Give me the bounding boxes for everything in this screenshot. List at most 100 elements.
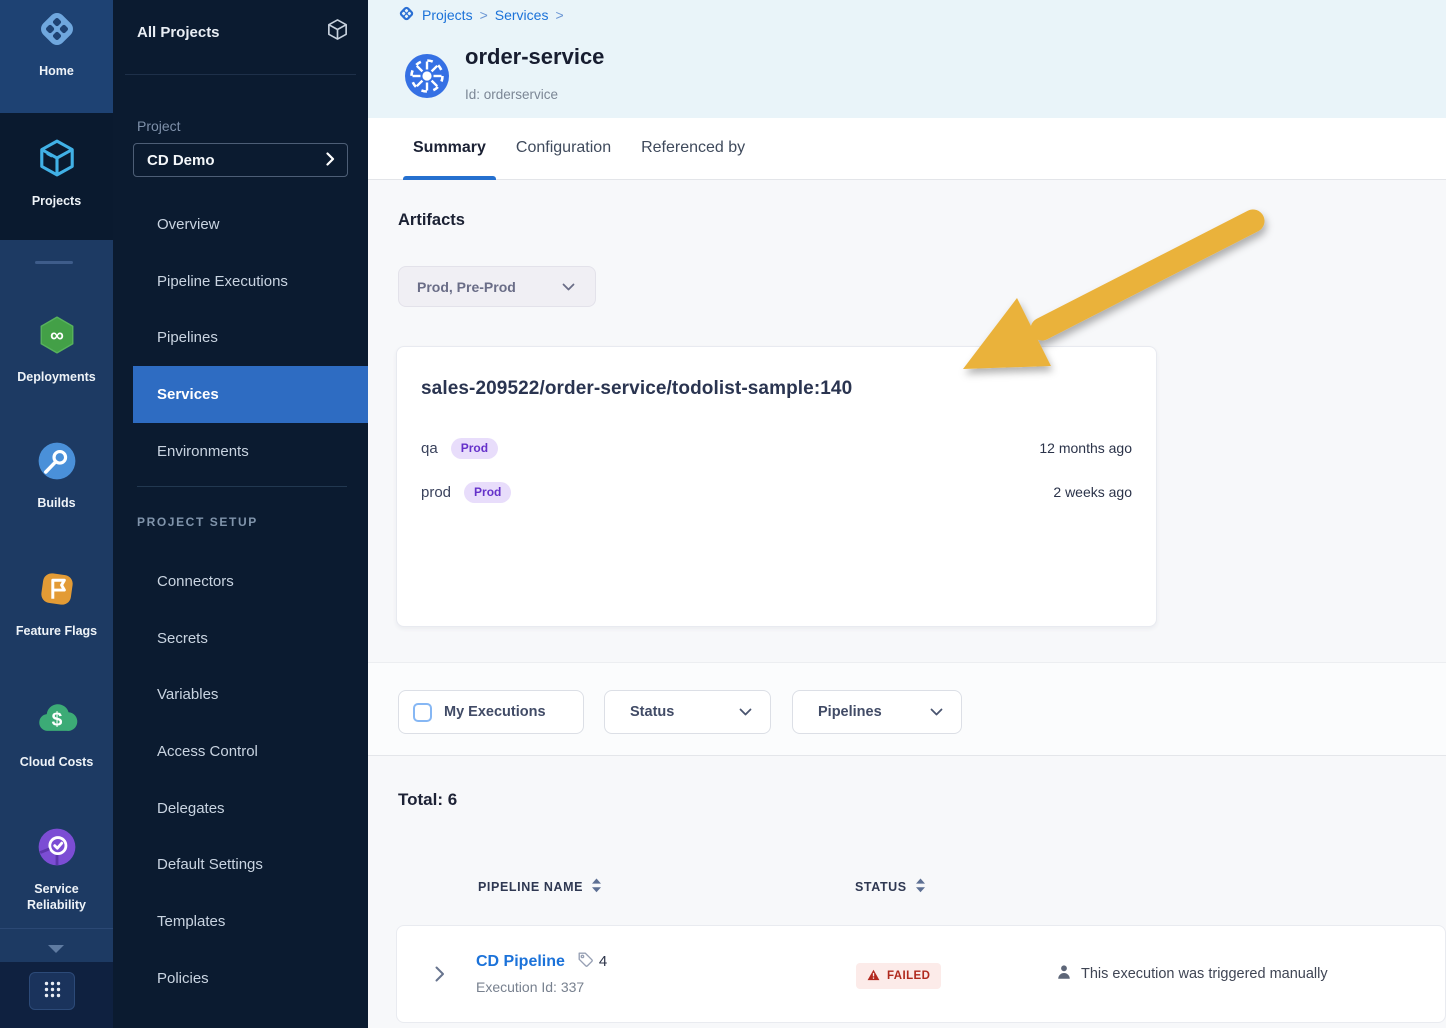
chevron-down-icon: [562, 279, 575, 294]
artifact-card: sales-209522/order-service/todolist-samp…: [396, 346, 1157, 627]
sidebar-item-policies[interactable]: Policies: [157, 969, 209, 987]
env-filter-dropdown[interactable]: Prod, Pre-Prod: [398, 266, 596, 307]
tabs-bar: Summary Configuration Referenced by: [368, 118, 1446, 180]
status-filter-dropdown[interactable]: Status: [604, 690, 771, 734]
page-title: order-service: [465, 44, 605, 69]
sidebar-item-pipelines[interactable]: Pipelines: [157, 329, 218, 347]
sidebar-item-templates[interactable]: Templates: [157, 912, 226, 930]
main-content: Projects > Services > or: [368, 0, 1446, 1028]
sidebar-item-connectors[interactable]: Connectors: [157, 572, 234, 590]
execution-id: Execution Id: 337: [476, 979, 585, 995]
rail-item-projects[interactable]: Projects: [0, 136, 113, 209]
module-grid-button[interactable]: [29, 972, 75, 1010]
sidebar-item-access-control[interactable]: Access Control: [157, 742, 258, 760]
harness-breadcrumb-icon: [398, 5, 415, 25]
sort-icon[interactable]: [915, 878, 926, 896]
sidebar-item-services[interactable]: Services: [133, 366, 368, 423]
column-header-status[interactable]: STATUS: [855, 878, 926, 896]
module-rail: Home Projects ∞ Deployments: [0, 0, 113, 1028]
project-selector[interactable]: CD Demo: [133, 143, 348, 177]
tab-summary[interactable]: Summary: [403, 118, 496, 180]
status-badge: FAILED: [856, 963, 942, 989]
rail-item-feature-flags[interactable]: Feature Flags: [0, 568, 113, 639]
env-name: qa: [421, 439, 438, 457]
breadcrumb: Projects > Services >: [398, 5, 564, 25]
rail-divider-dash: [35, 261, 73, 264]
service-id: Id: orderservice: [465, 87, 559, 102]
builds-icon: [36, 440, 78, 487]
rail-bottom-divider: [0, 928, 113, 929]
kubernetes-icon: [404, 53, 450, 104]
artifacts-heading: Artifacts: [398, 211, 465, 229]
chevron-down-icon: [739, 704, 752, 720]
rail-item-home[interactable]: Home: [0, 8, 113, 79]
project-setup-heading: PROJECT SETUP: [137, 515, 258, 529]
artifact-row: qa Prod 12 months ago: [421, 435, 1132, 461]
sidebar-item-delegates[interactable]: Delegates: [157, 799, 225, 817]
sidebar-item-environments[interactable]: Environments: [157, 442, 249, 460]
sidebar-header: All Projects: [137, 17, 350, 47]
rail-item-service-reliability[interactable]: Service Reliability: [0, 826, 113, 913]
total-count: Total: 6: [398, 790, 458, 809]
project-setup-nav: Connectors Secrets Variables Access Cont…: [113, 553, 368, 1028]
service-header-band: Projects > Services > or: [368, 0, 1446, 118]
sidebar-divider: [125, 74, 356, 75]
rail-item-builds[interactable]: Builds: [0, 440, 113, 511]
pipeline-link[interactable]: CD Pipeline: [476, 952, 565, 970]
my-executions-toggle[interactable]: My Executions: [398, 690, 584, 734]
execution-row[interactable]: CD Pipeline 4 Execution Id: 337: [396, 925, 1446, 1023]
project-label: Project: [137, 118, 181, 134]
column-header-pipeline-name[interactable]: PIPELINE NAME: [478, 878, 602, 896]
all-projects-label[interactable]: All Projects: [137, 23, 220, 41]
cube-outline-icon[interactable]: [325, 17, 350, 47]
tag-count: 4: [577, 951, 607, 972]
cube-icon: [35, 136, 79, 185]
rail-item-cloud-costs[interactable]: $ Cloud Costs: [0, 697, 113, 770]
user-icon: [1056, 964, 1072, 984]
sidebar-item-pipeline-executions[interactable]: Pipeline Executions: [157, 272, 288, 290]
expand-chevron-icon[interactable]: [435, 966, 445, 987]
sidebar-divider: [137, 486, 347, 487]
artifact-title: sales-209522/order-service/todolist-samp…: [421, 378, 853, 399]
sort-icon[interactable]: [591, 878, 602, 896]
chevron-right-icon: [326, 151, 335, 169]
artifact-time: 12 months ago: [1039, 440, 1132, 456]
sidebar-item-variables[interactable]: Variables: [157, 686, 219, 704]
tab-referenced-by[interactable]: Referenced by: [641, 139, 746, 156]
tag-icon: [577, 951, 594, 972]
breadcrumb-services[interactable]: Services: [494, 7, 549, 23]
sidebar-nav: Overview Pipeline Executions Pipelines S…: [113, 196, 368, 479]
service-reliability-icon: [36, 826, 78, 873]
my-executions-checkbox[interactable]: [413, 702, 432, 722]
pipelines-filter-dropdown[interactable]: Pipelines: [792, 690, 962, 734]
chevron-down-icon[interactable]: [47, 941, 65, 959]
breadcrumb-projects[interactable]: Projects: [422, 7, 473, 23]
sidebar-item-default-settings[interactable]: Default Settings: [157, 856, 263, 874]
grid-icon: [43, 980, 62, 1002]
svg-text:$: $: [51, 710, 62, 731]
harness-home-icon: [36, 8, 78, 55]
artifact-time: 2 weeks ago: [1053, 484, 1132, 500]
project-sidebar: All Projects Project CD Demo Overview Pi…: [113, 0, 368, 1028]
chevron-down-icon: [930, 704, 943, 720]
artifact-row: prod Prod 2 weeks ago: [421, 479, 1132, 505]
tab-configuration[interactable]: Configuration: [515, 139, 612, 156]
feature-flags-icon: [36, 568, 78, 615]
cloud-costs-icon: $: [35, 697, 79, 746]
rail-section-projects: [0, 113, 113, 240]
trigger-info: This execution was triggered manually: [1056, 964, 1328, 984]
pipeline-name-cell: CD Pipeline 4 Execution Id: 337: [476, 951, 607, 996]
breadcrumb-separator: >: [555, 7, 564, 23]
sidebar-item-file-store[interactable]: File Store: [113, 1007, 368, 1028]
svg-text:∞: ∞: [50, 326, 64, 347]
executions-filter-bar: My Executions Status Pipelines: [368, 662, 1446, 756]
sidebar-item-secrets[interactable]: Secrets: [157, 629, 208, 647]
rail-item-deployments[interactable]: ∞ Deployments: [0, 314, 113, 385]
deployments-icon: ∞: [36, 314, 78, 361]
sidebar-item-overview[interactable]: Overview: [157, 215, 220, 233]
rail-bottom-band: [0, 962, 113, 1028]
prod-badge: Prod: [450, 437, 499, 459]
breadcrumb-separator: >: [479, 7, 488, 23]
env-name: prod: [421, 483, 452, 501]
